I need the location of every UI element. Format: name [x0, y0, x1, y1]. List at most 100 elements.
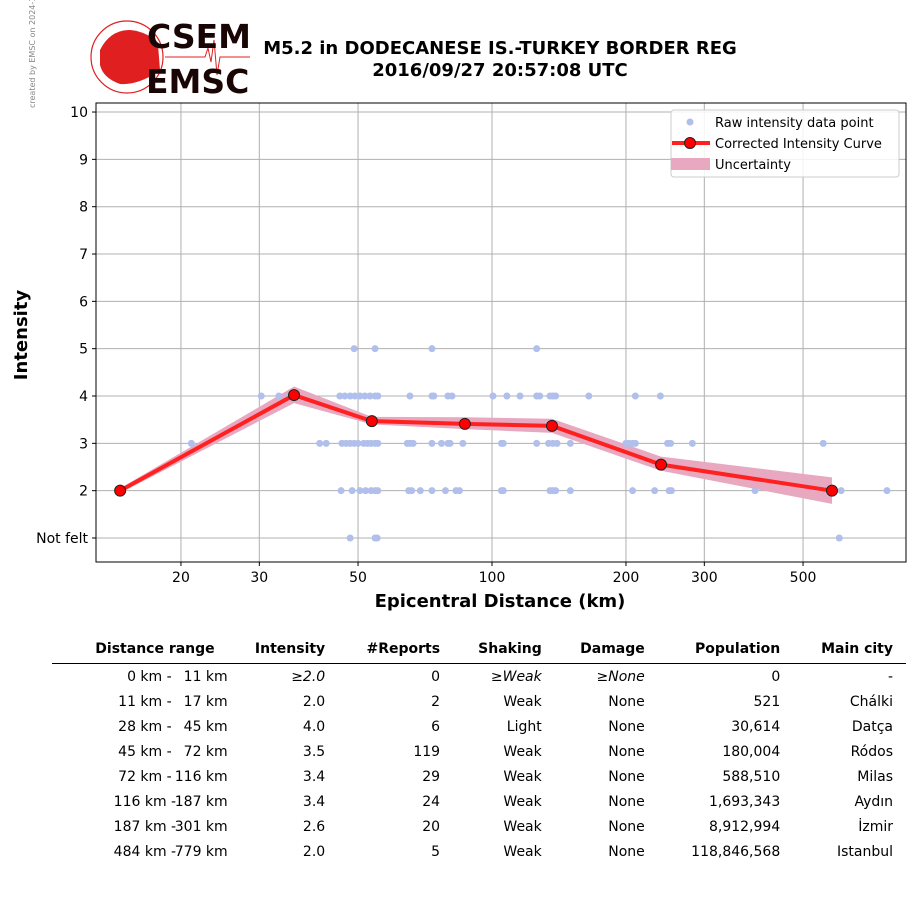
raw-data-point [373, 534, 381, 542]
raw-data-point [428, 439, 436, 447]
raw-data-point [341, 392, 349, 400]
raw-data-point [448, 392, 456, 400]
distance-range: 116 km -187 km [52, 789, 228, 814]
cell-shaking: Weak [503, 743, 542, 760]
legend-label: Raw intensity data point [715, 116, 874, 131]
raw-data-point [533, 345, 541, 353]
cell-intensity: 3.4 [302, 768, 326, 785]
cell-damage: None [608, 718, 645, 735]
cell-shaking: Light [506, 718, 542, 735]
cell-shaking: ≥Weak [490, 668, 542, 685]
distance-from: 187 km - [113, 818, 177, 835]
logo-text-bottom: EMSC [146, 62, 249, 101]
distance-from: 484 km - [113, 843, 177, 860]
x-tick-label: 500 [790, 570, 817, 586]
raw-data-point [552, 487, 560, 495]
table-row: 28 km - 45 km 4.0 6 Light None 30,614 Datça [52, 714, 906, 739]
raw-data-point [416, 487, 424, 495]
uncertainty-band [120, 386, 832, 504]
distance-to: 45 km [183, 718, 228, 735]
distance-range: 72 km -116 km [52, 764, 228, 789]
raw-data-point [336, 392, 344, 400]
raw-data-point [437, 439, 445, 447]
raw-data-point [406, 392, 414, 400]
x-tick-label: 200 [613, 570, 640, 586]
plot-frame [95, 102, 907, 563]
raw-data-point [441, 487, 449, 495]
cell-shaking: Weak [503, 843, 542, 860]
cell-reports: 119 [413, 743, 441, 760]
cell-city: Milas [857, 768, 893, 785]
cell-damage: None [608, 693, 645, 710]
cell-damage: ≥None [596, 668, 645, 685]
legend-label: Uncertainty [715, 158, 791, 173]
raw-data-point [499, 439, 507, 447]
raw-data-point [356, 392, 364, 400]
raw-data-point [553, 439, 561, 447]
column-header: Damage [554, 640, 658, 664]
cell-intensity: ≥2.0 [291, 668, 326, 685]
distance-from: 45 km - [118, 743, 172, 760]
distance-range: 484 km -779 km [52, 839, 228, 864]
y-tick-label: 6 [79, 294, 88, 310]
chart-subtitle: 2016/09/27 20:57:08 UTC [372, 60, 628, 81]
raw-data-point [585, 392, 593, 400]
raw-data-point [408, 487, 416, 495]
intensity-chart: CSEM EMSC 20 30 50 100 200 300 500 Not felt 2 3 4 5… [11, 17, 907, 612]
x-axis-label: Epicentral Distance (km) [375, 591, 626, 612]
curve-marker [655, 458, 668, 471]
x-tick-label: 300 [691, 570, 718, 586]
distance-to: 72 km [183, 743, 228, 760]
raw-data-point [751, 487, 759, 495]
curve-marker [365, 415, 378, 428]
distance-range: 45 km - 72 km [52, 739, 228, 764]
raw-data-point [428, 345, 436, 353]
raw-data-point [459, 439, 467, 447]
cell-intensity: 3.5 [302, 743, 326, 760]
raw-data-point [275, 392, 283, 400]
distance-to: 301 km [174, 818, 228, 835]
table-row: 11 km - 17 km 2.0 2 Weak None 521 Chálki [52, 689, 906, 714]
raw-data-point [536, 392, 544, 400]
y-tick-label: 4 [79, 389, 88, 405]
distance-from: 116 km - [113, 793, 177, 810]
cell-damage: None [608, 768, 645, 785]
cell-city: Aydın [854, 793, 893, 810]
raw-data-point [455, 487, 463, 495]
y-tick-label: 10 [70, 105, 88, 121]
cell-intensity: 2.6 [302, 818, 326, 835]
raw-data-point [351, 392, 359, 400]
cell-damage: None [608, 818, 645, 835]
cell-population: 521 [753, 693, 781, 710]
cell-population: 588,510 [722, 768, 781, 785]
raw-data-point [656, 392, 664, 400]
distance-range: 11 km - 17 km [52, 689, 228, 714]
column-header: Population [657, 640, 794, 664]
cell-reports: 24 [422, 793, 441, 810]
cell-shaking: Weak [503, 818, 542, 835]
raw-data-point [374, 392, 382, 400]
raw-data-point [348, 487, 356, 495]
cell-shaking: Weak [503, 793, 542, 810]
y-tick-label: 5 [79, 342, 88, 358]
cell-reports: 2 [431, 693, 441, 710]
y-tick-label: 7 [79, 247, 88, 263]
raw-data-point [631, 392, 639, 400]
table-row: 116 km -187 km 3.4 24 Weak None 1,693,343 Aydı… [52, 789, 906, 814]
table-row: 187 km -301 km 2.6 20 Weak None 8,912,994 İzmi… [52, 814, 906, 839]
cell-shaking: Weak [503, 693, 542, 710]
raw-data-point [374, 487, 382, 495]
curve-marker [458, 417, 471, 430]
x-tick-label: 50 [349, 570, 367, 586]
legend-raw-icon [686, 118, 694, 126]
distance-to: 17 km [183, 693, 228, 710]
raw-data-point [516, 392, 524, 400]
raw-data-point [446, 439, 454, 447]
cell-intensity: 3.4 [302, 793, 326, 810]
cell-population: 30,614 [731, 718, 781, 735]
curve-marker [825, 484, 838, 497]
raw-data-point [667, 487, 675, 495]
curve-marker [545, 419, 558, 432]
raw-data-point [566, 487, 574, 495]
raw-data-point [837, 487, 845, 495]
